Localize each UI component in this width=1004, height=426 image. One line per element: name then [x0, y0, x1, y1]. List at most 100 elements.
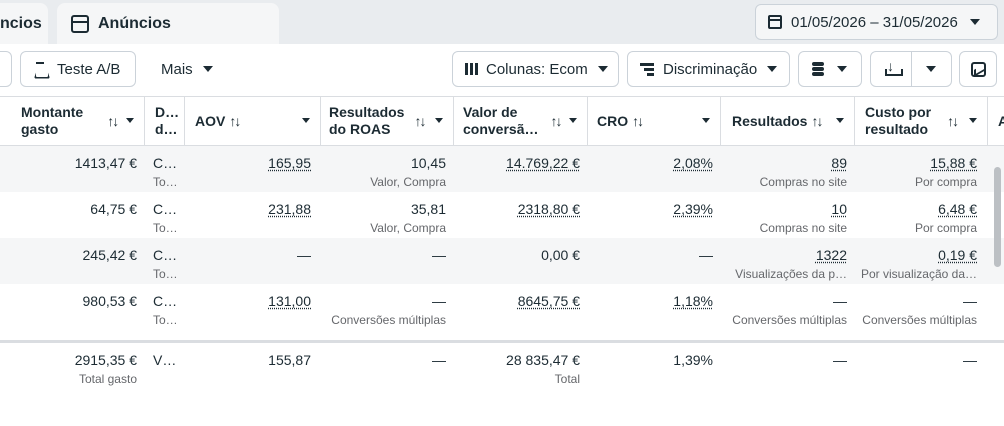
breakdown-label: Discriminação — [663, 61, 757, 78]
column-header-cost-per-result[interactable]: Custo por resultado ↑↓ — [855, 97, 988, 145]
table-row[interactable]: 64,75 € C… To… 231,88 35,81 Valor, Compra … — [0, 192, 1004, 238]
sort-icon[interactable]: ↑↓ — [550, 113, 560, 130]
chevron-down-icon[interactable] — [569, 118, 577, 123]
spend-value: 245,42 € — [83, 247, 138, 263]
total-aov-value: 155,87 — [268, 352, 311, 368]
cro-value[interactable]: 2,39% — [673, 201, 713, 217]
delivery-sub: To… — [153, 221, 178, 235]
column-label: Valor de — [463, 104, 517, 120]
export-button[interactable] — [870, 51, 952, 87]
cost-sub: Por compra — [915, 175, 977, 189]
total-conversion-value-sub: Total — [555, 372, 580, 386]
cell-conversion-value: 0,00 € — [454, 238, 588, 284]
column-label: gasto — [21, 121, 58, 137]
table-row[interactable]: 980,53 € C… To… 131,00 — Conversões múltip… — [0, 284, 1004, 330]
cost-value[interactable]: 0,19 € — [938, 247, 977, 263]
cell-results: 10 Compras no site — [721, 192, 855, 238]
roas-sub: Conversões múltiplas — [331, 313, 446, 327]
sort-icon[interactable]: ↑↓ — [229, 113, 239, 130]
column-label: resultado — [865, 121, 928, 137]
cro-value[interactable]: 1,18% — [673, 293, 713, 309]
columns-button[interactable]: Colunas: Ecom — [452, 51, 619, 87]
aov-value[interactable]: 231,88 — [268, 201, 311, 217]
column-label: do ROAS — [329, 121, 390, 137]
results-value[interactable]: 89 — [831, 155, 847, 171]
total-spend: 2915,35 € Total gasto — [0, 343, 145, 389]
conversion-value[interactable]: 2318,80 € — [518, 201, 580, 217]
totals-row: 2915,35 € Total gasto V… 155,87 — 28 835,… — [0, 343, 1004, 391]
column-header-conversion-value[interactable]: Valor de conversã… ↑↓ — [454, 97, 588, 145]
total-cro: 1,39% — [588, 343, 721, 389]
total-delivery: V… — [145, 343, 185, 389]
tab-label: ncios — [0, 15, 42, 33]
more-button[interactable]: Mais — [150, 51, 226, 87]
reports-button[interactable] — [798, 51, 862, 87]
chevron-down-icon[interactable] — [702, 118, 710, 123]
tabs-bar: ncios Anúncios 01/05/2026 – 31/05/2026 — [0, 0, 1004, 44]
tab-ads[interactable]: Anúncios — [57, 3, 279, 44]
results-value[interactable]: 1322 — [816, 247, 847, 263]
cell-conversion-value: 2318,80 € — [454, 192, 588, 238]
results-sub: Compras no site — [760, 221, 847, 235]
results-value[interactable]: 10 — [831, 201, 847, 217]
cost-sub: Conversões múltiplas — [862, 313, 977, 327]
roas-value: — — [432, 293, 446, 309]
ads-table: Montante gasto ↑↓ D… d… AOV ↑↓ Resultados d… — [0, 96, 1004, 426]
button-divider — [911, 52, 912, 86]
cost-value[interactable]: 6,48 € — [938, 201, 977, 217]
vertical-scrollbar[interactable] — [994, 167, 1001, 267]
chart-button[interactable] — [959, 51, 997, 87]
cro-value[interactable]: 2,08% — [673, 155, 713, 171]
cell-spend: 245,42 € — [0, 238, 145, 284]
column-header-delivery[interactable]: D… d… — [145, 97, 185, 145]
column-header-results[interactable]: Resultados ↑↓ — [721, 97, 855, 145]
cost-value[interactable]: 15,88 € — [930, 155, 977, 171]
sort-icon[interactable]: ↑↓ — [107, 113, 117, 130]
column-header-spend[interactable]: Montante gasto ↑↓ — [0, 97, 145, 145]
column-header-next[interactable]: A — [988, 97, 1004, 145]
aov-value[interactable]: 165,95 — [268, 155, 311, 171]
chevron-down-icon[interactable] — [926, 66, 936, 72]
cell-delivery: C… To… — [145, 146, 185, 192]
date-range-label: 01/05/2026 – 31/05/2026 — [791, 14, 958, 31]
conversion-value[interactable]: 14.769,22 € — [506, 155, 580, 171]
column-label: CRO — [597, 113, 628, 130]
breakdown-button[interactable]: Discriminação — [627, 51, 790, 87]
date-range-picker[interactable]: 01/05/2026 – 31/05/2026 — [755, 4, 998, 40]
chevron-down-icon[interactable] — [435, 118, 443, 123]
table-row[interactable]: 245,42 € C… To… — — 0,00 € — 1322 Visualiz… — [0, 238, 1004, 284]
column-label: A — [998, 113, 1004, 130]
cell-aov: 131,00 — [185, 284, 321, 330]
aov-value[interactable]: 131,00 — [268, 293, 311, 309]
table-row[interactable]: 1413,47 € C… To… 165,95 10,45 Valor, Compr… — [0, 146, 1004, 192]
columns-label: Colunas: Ecom — [486, 61, 588, 78]
chevron-down-icon[interactable] — [836, 118, 844, 123]
sort-icon[interactable]: ↑↓ — [632, 113, 642, 130]
cell-cro: 1,18% — [588, 284, 721, 330]
spend-value: 1413,47 € — [75, 155, 137, 171]
sort-icon[interactable]: ↑↓ — [947, 113, 957, 130]
chevron-down-icon[interactable] — [969, 118, 977, 123]
toolbar: Teste A/B Mais Colunas: Ecom Discriminaç… — [0, 44, 1004, 96]
cell-roas: — Conversões múltiplas — [321, 284, 454, 330]
tab-campaigns[interactable]: ncios — [0, 3, 48, 44]
ab-test-button[interactable]: Teste A/B — [20, 51, 136, 87]
toolbar-button-offscreen[interactable] — [0, 51, 12, 87]
conversion-value[interactable]: 8645,75 € — [518, 293, 580, 309]
sort-icon[interactable]: ↑↓ — [811, 113, 821, 130]
column-label: Custo por — [865, 104, 931, 120]
more-label: Mais — [161, 61, 193, 78]
sort-icon[interactable]: ↑↓ — [414, 113, 424, 130]
column-header-cro[interactable]: CRO ↑↓ — [588, 97, 721, 145]
results-value: — — [833, 293, 847, 309]
cell-spend: 980,53 € — [0, 284, 145, 330]
delivery-value: C… — [153, 201, 177, 217]
cell-conversion-value: 8645,75 € — [454, 284, 588, 330]
chevron-down-icon[interactable] — [126, 118, 134, 123]
column-header-roas[interactable]: Resultados do ROAS ↑↓ — [321, 97, 454, 145]
chevron-down-icon[interactable] — [302, 118, 310, 123]
cell-results: 1322 Visualizações da p… — [721, 238, 855, 284]
total-cro-value: 1,39% — [673, 352, 713, 368]
column-header-aov[interactable]: AOV ↑↓ — [185, 97, 321, 145]
total-results: — — [721, 343, 855, 389]
